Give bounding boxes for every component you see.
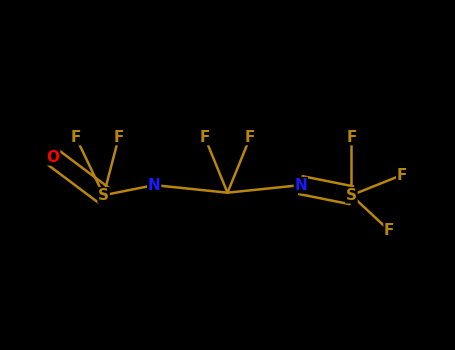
Text: F: F [346,130,357,145]
Text: N: N [294,177,307,192]
Text: N: N [148,177,161,192]
Text: F: F [71,130,81,145]
Text: F: F [384,223,394,238]
Text: F: F [200,130,210,145]
Text: O: O [46,150,60,165]
Text: F: F [397,168,407,182]
Text: S: S [98,188,109,203]
Text: F: F [114,130,124,145]
Text: F: F [245,130,255,145]
Text: S: S [346,188,357,203]
